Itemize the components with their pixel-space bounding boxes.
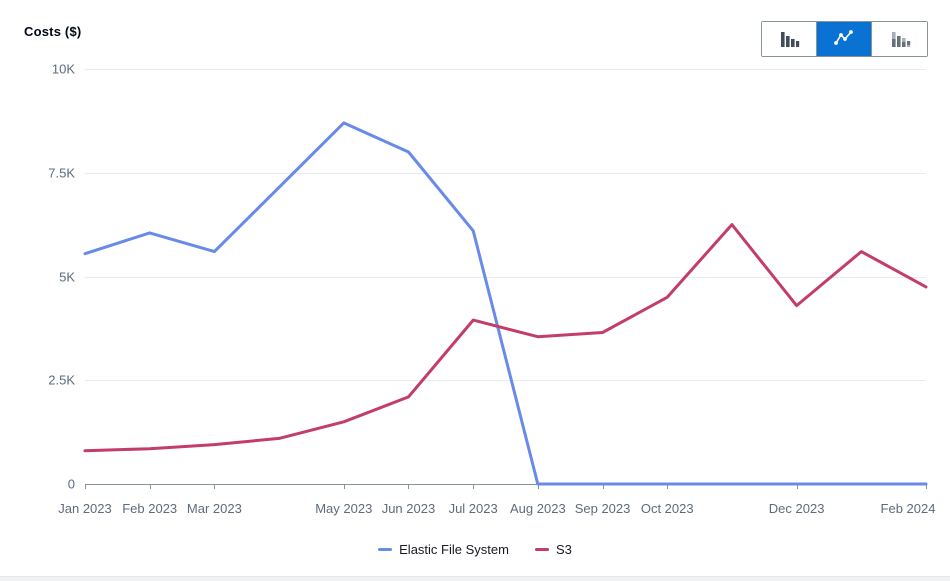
- chart-title: Costs ($): [24, 24, 82, 39]
- y-tick-label: 7.5K: [48, 165, 75, 181]
- y-tick-label: 10K: [51, 61, 75, 77]
- bar-chart-icon: [781, 32, 800, 47]
- y-tick-label: 5K: [59, 269, 75, 284]
- legend-label: Elastic File System: [399, 541, 509, 557]
- legend-label: S3: [555, 541, 572, 557]
- x-tick-label: May 2023: [315, 501, 373, 516]
- x-tick-label: Feb 2023: [122, 501, 178, 516]
- legend-item-s3[interactable]: S3: [534, 541, 572, 557]
- x-tick-label: Jul 2023: [448, 501, 498, 516]
- x-tick-label: Jan 2023: [58, 501, 112, 516]
- y-tick-label: 2.5K: [48, 372, 75, 388]
- line-chart-icon: [834, 30, 853, 45]
- legend-line-swatch: [534, 547, 549, 551]
- y-tick-label: 0: [67, 476, 75, 492]
- x-tick-label: Jun 2023: [381, 501, 436, 516]
- bottom-divider: [0, 576, 950, 581]
- x-tick-label: Oct 2023: [640, 501, 694, 516]
- x-tick-label: Mar 2023: [186, 501, 242, 516]
- x-tick-label: Dec 2023: [768, 501, 825, 516]
- x-tick-label: Aug 2023: [510, 501, 566, 516]
- legend-line-swatch: [378, 547, 393, 551]
- stacked-bar-chart-icon: [891, 32, 910, 47]
- x-tick-label: Feb 2024: [880, 501, 936, 516]
- chart-type-toggle-group: [761, 21, 928, 57]
- chart-type-stacked-bar-button[interactable]: [872, 22, 927, 56]
- chart-legend: Elastic File System S3: [0, 538, 950, 560]
- x-tick-label: Sep 2023: [574, 501, 631, 516]
- chart-type-line-button[interactable]: [817, 22, 872, 56]
- legend-item-elastic-file-system[interactable]: Elastic File System: [378, 542, 509, 557]
- chart-type-bar-button[interactable]: [762, 22, 817, 56]
